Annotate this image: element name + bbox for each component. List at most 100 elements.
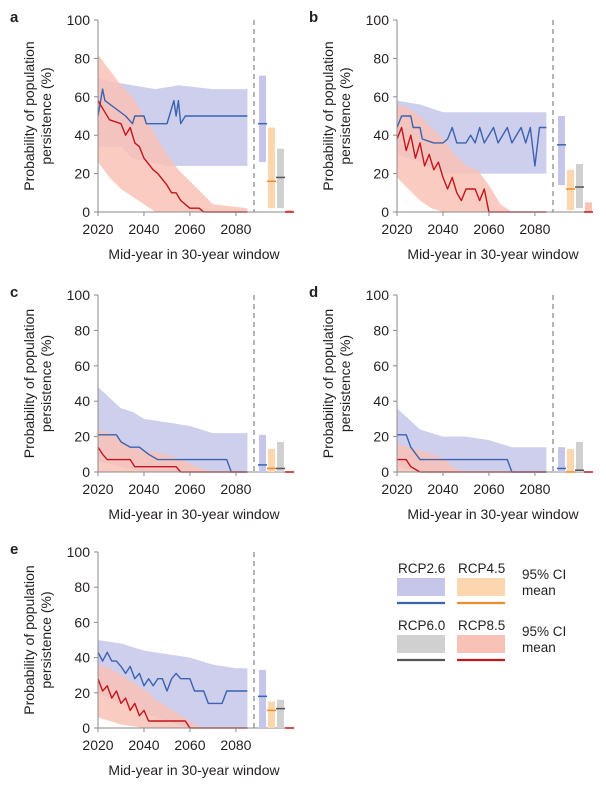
projection-ci-bar-RCP4.5 <box>268 701 275 728</box>
y-tick-label: 60 <box>74 358 90 374</box>
x-tick-label: 2060 <box>174 481 205 497</box>
y-tick-label: 100 <box>366 287 390 303</box>
x-tick-label: 2040 <box>427 481 458 497</box>
ci-band-RCP8.5 <box>98 664 248 728</box>
y-tick-label: 40 <box>373 127 389 143</box>
projection-ci-bar-RCP2.6 <box>259 434 266 472</box>
ci-band-RCP8.5 <box>397 443 547 472</box>
legend-band-swatch-RCP4.5 <box>457 578 505 596</box>
legend-label-RCP8.5: RCP8.5 <box>458 618 505 633</box>
y-tick-label: 80 <box>74 50 90 66</box>
projection-ci-bar-RCP4.5 <box>567 448 574 472</box>
projection-ci-bar-RCP2.6 <box>259 669 266 728</box>
y-tick-label: 80 <box>74 322 90 338</box>
y-tick-label: 60 <box>373 89 389 105</box>
ci-band-RCP8.5 <box>98 429 248 472</box>
y-tick-label: 40 <box>74 127 90 143</box>
x-tick-label: 2060 <box>174 221 205 237</box>
y-axis-label-line2: persistence (%) <box>38 591 54 688</box>
y-tick-label: 20 <box>74 166 90 182</box>
y-tick-label: 100 <box>67 287 91 303</box>
projection-ci-bar-RCP4.5 <box>268 448 275 472</box>
x-tick-label: 2040 <box>128 737 159 753</box>
x-tick-label: 2020 <box>82 737 113 753</box>
projection-ci-bar-RCP8.5 <box>585 202 592 212</box>
panel-label: c <box>10 284 18 301</box>
x-tick-label: 2080 <box>519 221 550 237</box>
y-tick-label: 80 <box>74 579 90 595</box>
projection-ci-bar-RCP8.5 <box>286 210 293 212</box>
y-axis-label: Probability of population <box>21 41 37 190</box>
legend-ci-label: 95% CI <box>522 567 566 582</box>
legend-label-RCP6.0: RCP6.0 <box>398 618 445 633</box>
ci-band-RCP8.5 <box>98 54 248 212</box>
panel-label: d <box>309 284 318 301</box>
y-tick-label: 40 <box>74 650 90 666</box>
mean-line-RCP2.6 <box>98 434 248 473</box>
projection-ci-bar-RCP4.5 <box>268 127 275 209</box>
projection-ci-bar-RCP6.0 <box>576 441 583 472</box>
mean-line-RCP2.6 <box>97 651 248 705</box>
projection-ci-bar-RCP2.6 <box>558 116 565 186</box>
y-tick-label: 40 <box>74 393 90 409</box>
projection-ci-bar-RCP6.0 <box>277 699 284 728</box>
y-axis-label-line2: persistence (%) <box>38 67 54 164</box>
y-axis-label: Probability of population <box>320 41 336 190</box>
x-tick-label: 2060 <box>174 737 205 753</box>
x-tick-label: 2080 <box>220 221 251 237</box>
y-tick-label: 60 <box>74 614 90 630</box>
y-tick-label: 0 <box>381 204 389 220</box>
projection-ci-bar-RCP6.0 <box>277 148 284 209</box>
x-axis-label: Mid-year in 30-year window <box>407 506 579 522</box>
legend-band-swatch-RCP6.0 <box>397 635 445 653</box>
y-axis-label-line2: persistence (%) <box>38 335 54 432</box>
y-axis-label: Probability of population <box>21 309 37 458</box>
mean-line-RCP8.5 <box>97 446 248 473</box>
mean-line-RCP2.6 <box>396 115 547 167</box>
y-axis-label: Probability of population <box>21 565 37 714</box>
projection-ci-bar-RCP2.6 <box>259 75 266 163</box>
y-tick-label: 0 <box>82 464 90 480</box>
y-tick-label: 0 <box>381 464 389 480</box>
projection-ci-bar-RCP6.0 <box>277 441 284 472</box>
x-tick-label: 2080 <box>220 737 251 753</box>
y-tick-label: 100 <box>67 12 91 28</box>
y-tick-label: 60 <box>373 358 389 374</box>
mean-line-RCP2.6 <box>97 88 248 125</box>
y-axis-label: Probability of population <box>320 309 336 458</box>
panel-label: b <box>309 9 318 26</box>
x-tick-label: 2040 <box>128 221 159 237</box>
x-axis-label: Mid-year in 30-year window <box>108 246 280 262</box>
y-tick-label: 100 <box>366 12 390 28</box>
legend-label-RCP4.5: RCP4.5 <box>458 561 505 576</box>
x-axis-label: Mid-year in 30-year window <box>108 506 280 522</box>
x-axis-label: Mid-year in 30-year window <box>407 246 579 262</box>
x-tick-label: 2060 <box>473 481 504 497</box>
legend-mean-label: mean <box>522 640 556 655</box>
y-tick-label: 80 <box>373 322 389 338</box>
x-tick-label: 2080 <box>519 481 550 497</box>
x-tick-label: 2020 <box>82 221 113 237</box>
x-tick-label: 2020 <box>82 481 113 497</box>
legend-band-swatch-RCP2.6 <box>397 578 445 596</box>
x-tick-label: 2060 <box>473 221 504 237</box>
legend-band-swatch-RCP8.5 <box>457 635 505 653</box>
y-axis-label-line2: persistence (%) <box>337 335 353 432</box>
y-tick-label: 20 <box>74 685 90 701</box>
y-axis-label-line2: persistence (%) <box>337 67 353 164</box>
y-tick-label: 20 <box>74 429 90 445</box>
panel-label: a <box>10 9 19 26</box>
y-tick-label: 20 <box>373 429 389 445</box>
x-axis-label: Mid-year in 30-year window <box>108 762 280 778</box>
y-tick-label: 60 <box>74 89 90 105</box>
y-tick-label: 100 <box>67 544 91 560</box>
ci-band-RCP8.5 <box>397 104 547 212</box>
legend-mean-label: mean <box>522 583 556 598</box>
x-tick-label: 2020 <box>381 481 412 497</box>
